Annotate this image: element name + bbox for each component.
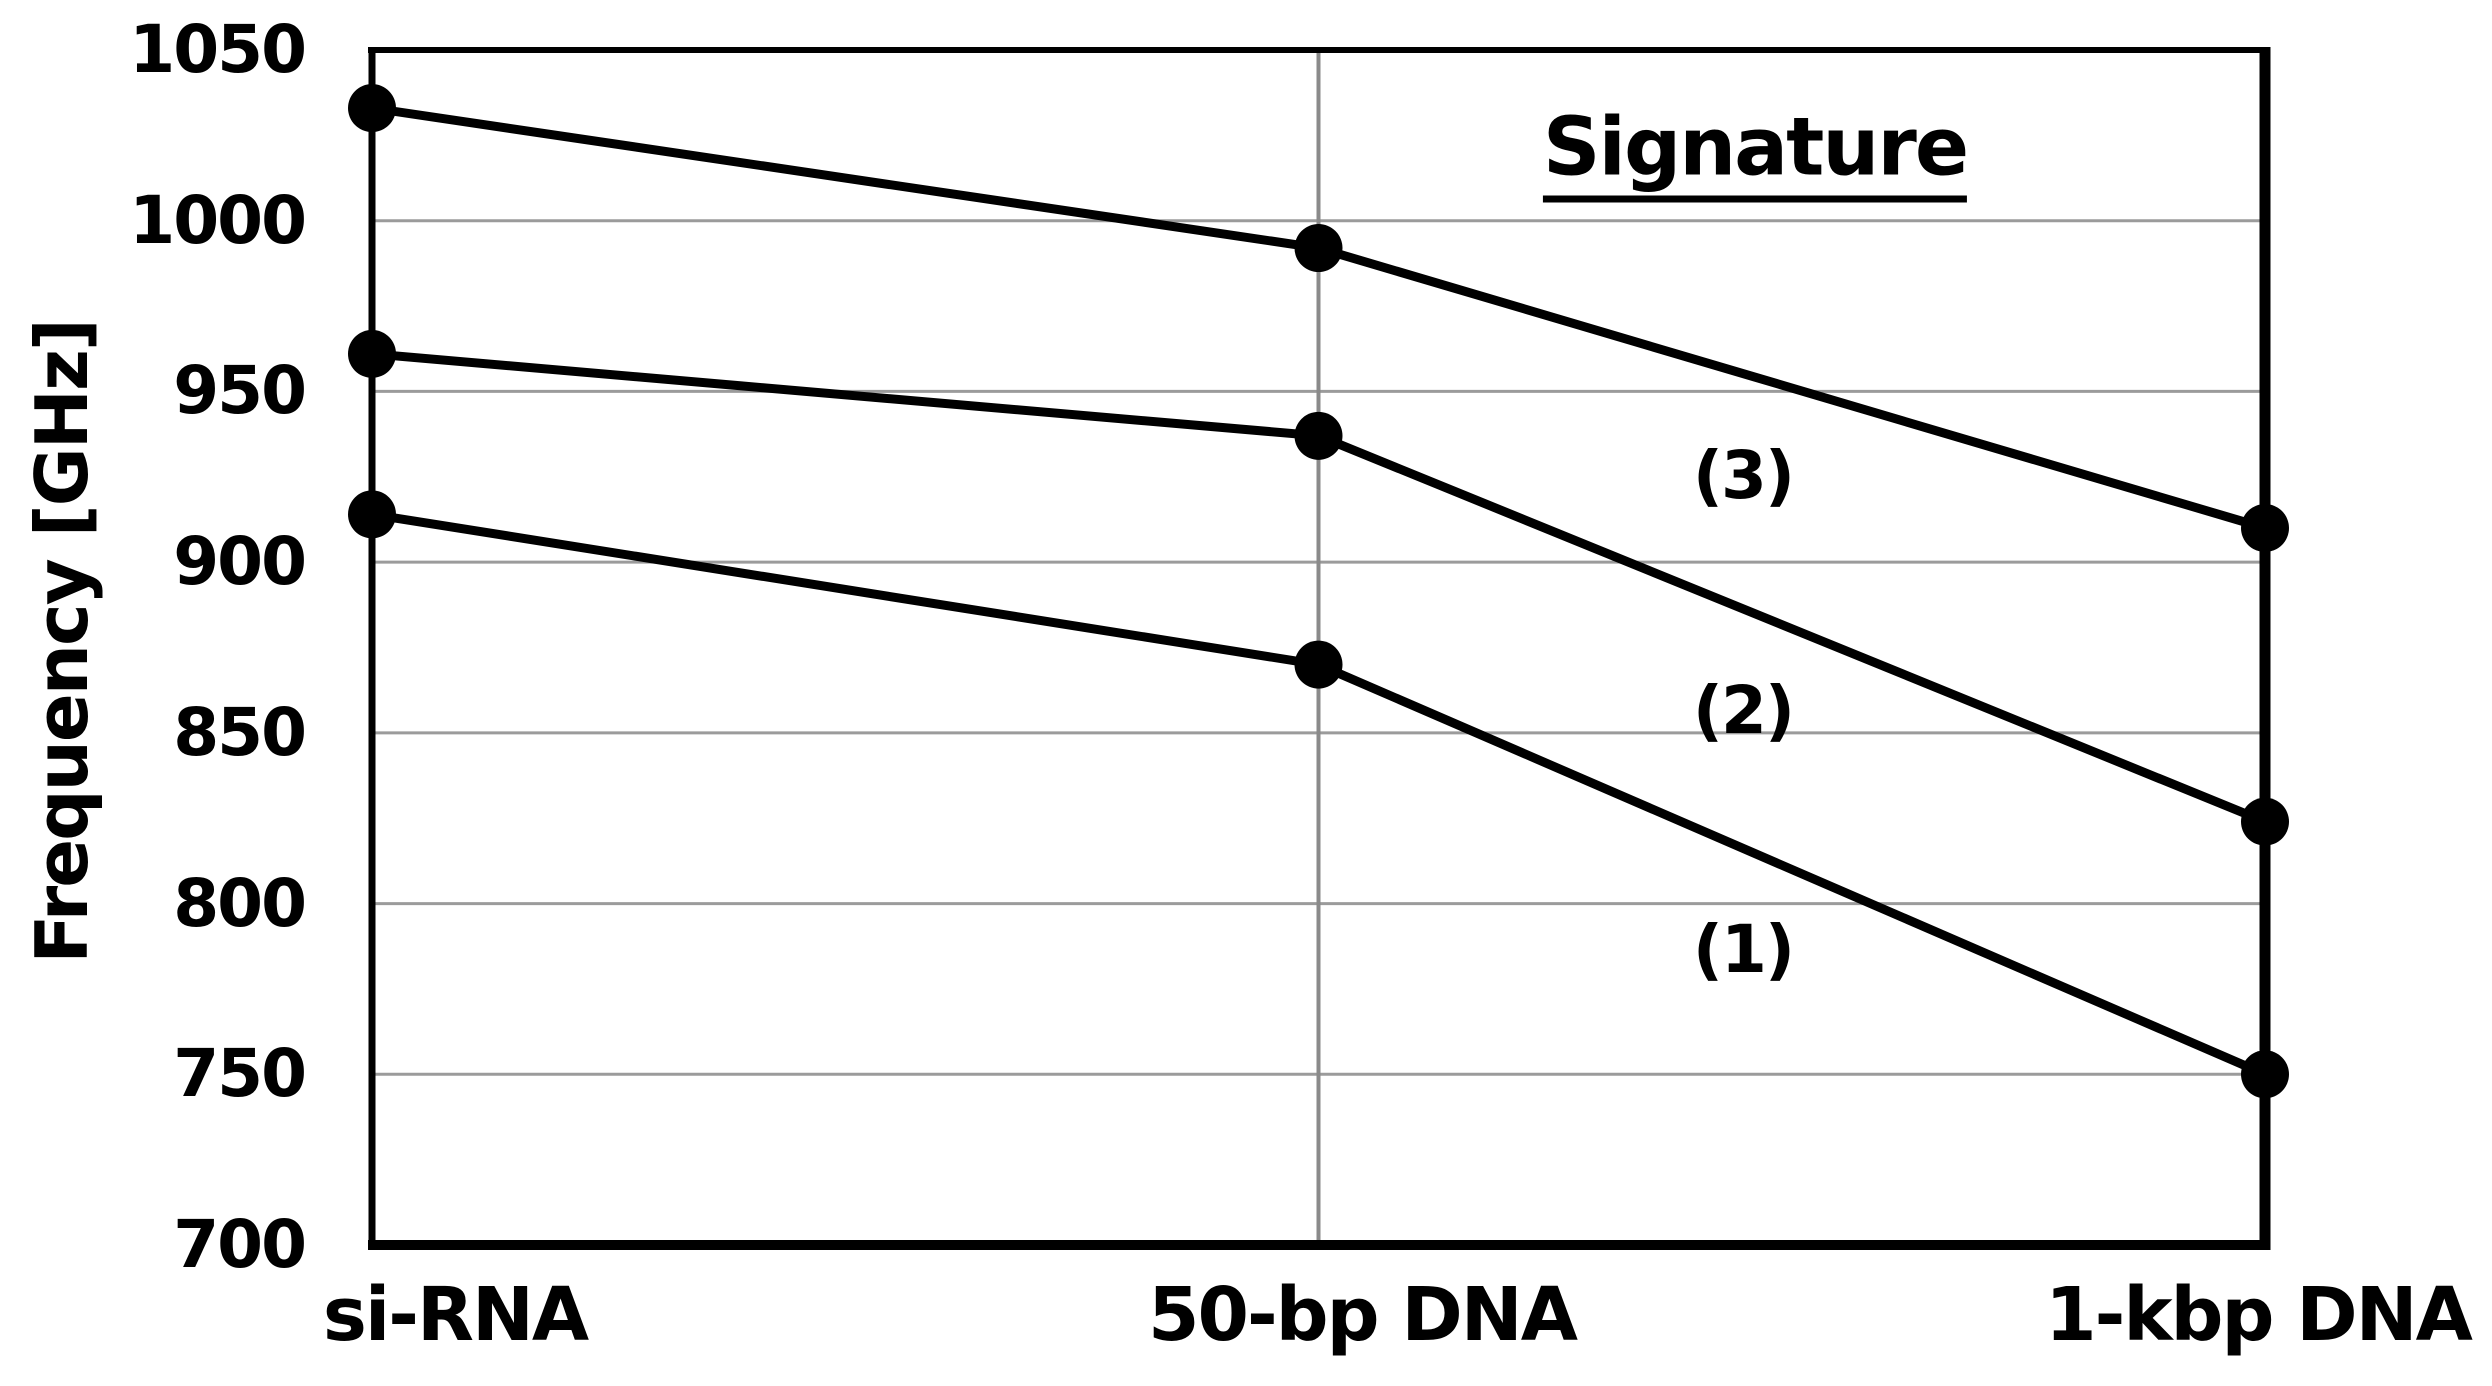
series-label: (3) [1692, 437, 1795, 515]
data-point-marker [2241, 797, 2289, 846]
data-point-marker [348, 84, 396, 133]
y-tick-label: 1050 [129, 11, 307, 88]
y-tick-label: 1000 [129, 181, 307, 259]
data-point-marker [1294, 411, 1343, 460]
series-label: (2) [1692, 671, 1795, 749]
legend-title: Signature [1542, 107, 1969, 203]
y-tick-label: 700 [173, 1206, 307, 1283]
y-tick-label: 850 [173, 693, 307, 771]
x-category-label: 50-bp DNA [1147, 1272, 1578, 1358]
y-tick-label: 900 [173, 523, 307, 601]
data-point-marker [1294, 640, 1343, 689]
y-tick-label: 950 [173, 352, 307, 430]
y-tick-label: 800 [173, 864, 307, 942]
data-point-marker [348, 490, 396, 539]
data-point-marker [2241, 1050, 2289, 1099]
y-axis-title: Frequency [GHz] [20, 320, 104, 964]
x-category-label: 1-kbp DNA [2045, 1272, 2473, 1358]
y-tick-label: 750 [173, 1035, 307, 1113]
data-point-marker [1294, 224, 1343, 273]
series-label: (1) [1692, 910, 1795, 988]
data-point-marker [2241, 504, 2289, 552]
x-category-label: si-RNA [322, 1272, 589, 1358]
data-point-marker [348, 329, 396, 378]
